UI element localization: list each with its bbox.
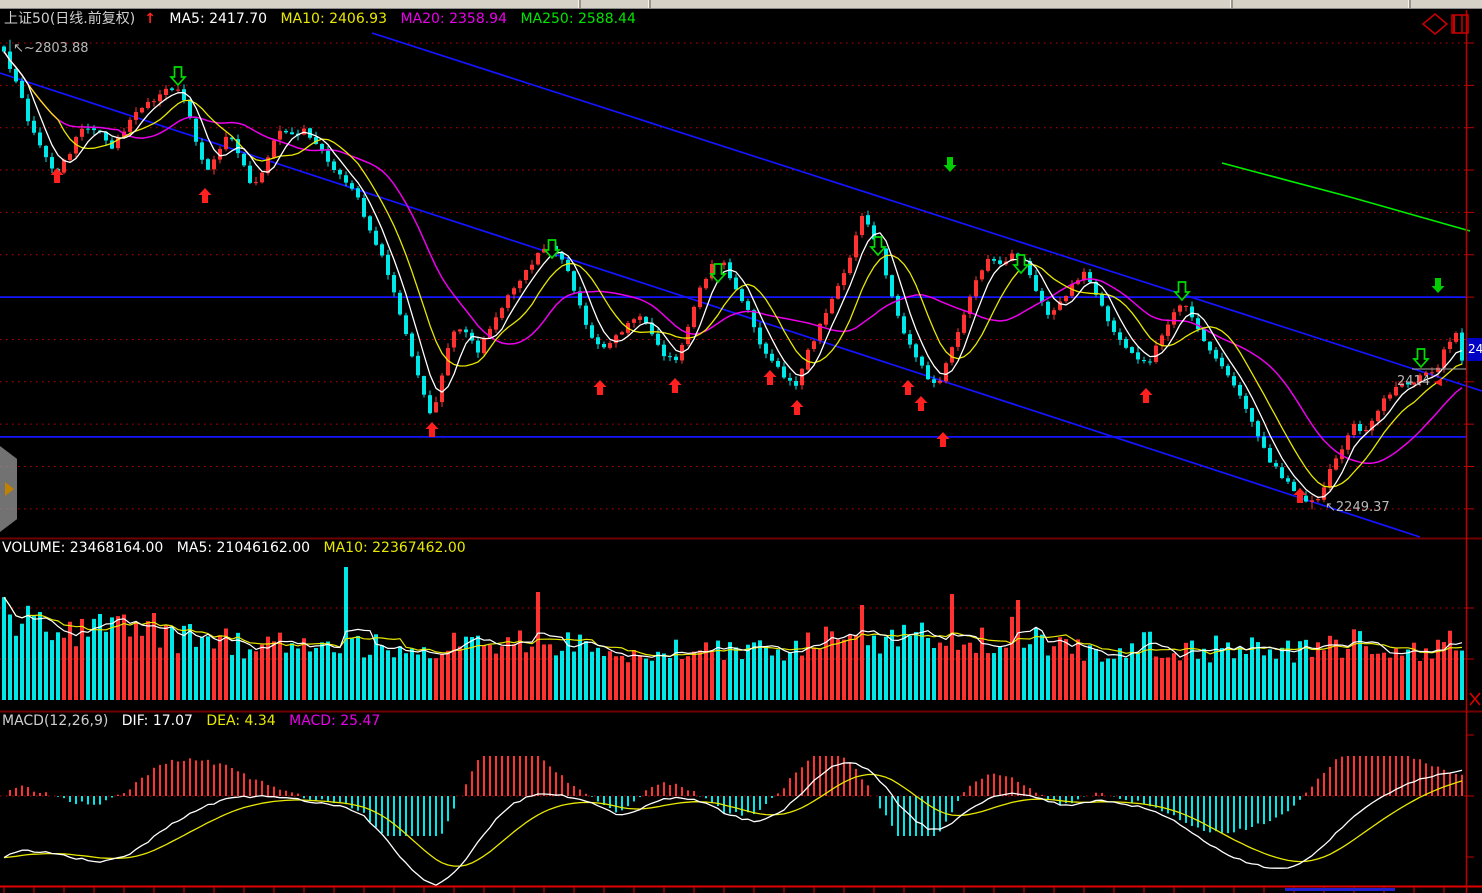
low-arrow-icon: ↖ (1325, 500, 1336, 515)
volume-pane-header: VOLUME: 23468164.00 MA5: 21046162.00 MA1… (2, 540, 475, 557)
low-price-label: 2249.37 (1335, 500, 1390, 515)
buy-signal-arrow (1293, 488, 1307, 503)
sell-signal-arrow (869, 236, 887, 257)
macd-name: MACD(12,26,9) (2, 713, 109, 729)
toolbar-separator (1408, 0, 1411, 8)
high-price-marker: ↖~2803.88 (13, 40, 89, 57)
ma250-value: MA250: 2588.44 (520, 11, 636, 27)
macd-pane-header: MACD(12,26,9) DIF: 17.07 DEA: 4.34 MACD:… (2, 713, 389, 730)
page-title: 上证50(日线.前复权) (4, 11, 136, 27)
diamond-tool-icon[interactable] (1421, 13, 1449, 35)
buy-signal-arrow (914, 396, 928, 411)
last-price-marker: 2414 ◀ (1397, 373, 1442, 391)
last-price-label: 2414 (1397, 374, 1431, 389)
sell-signal-arrow (1012, 254, 1030, 275)
down-annotation-arrow (1431, 278, 1445, 293)
ma5-value: MA5: 2417.70 (169, 11, 268, 27)
sell-signal-arrow (1412, 348, 1430, 369)
ma10-value: MA10: 2406.93 (280, 11, 387, 27)
buy-signal-arrow (1139, 388, 1153, 403)
high-arrow-icon: ↖ (13, 41, 24, 56)
main-chart-header: 上证50(日线.前复权) ↑ MA5: 2417.70 MA10: 2406.93… (4, 11, 645, 28)
buy-signal-arrow (936, 432, 950, 447)
buy-signal-arrow (593, 380, 607, 395)
sell-signal-arrow (543, 239, 561, 260)
volume-value: VOLUME: 23468164.00 (2, 540, 164, 556)
ma20-value: MA20: 2358.94 (400, 11, 507, 27)
buy-signal-arrow (50, 168, 64, 183)
split-window-icon[interactable] (1451, 14, 1469, 34)
volume-ma10-value: MA10: 22367462.00 (323, 540, 466, 556)
down-annotation-arrow (943, 157, 957, 172)
buy-signal-arrow (790, 400, 804, 415)
buy-signal-arrow (901, 380, 915, 395)
buy-signal-arrow (198, 188, 212, 203)
macd-dea-value: DEA: 4.34 (206, 713, 276, 729)
volume-ma5-value: MA5: 21046162.00 (176, 540, 311, 556)
macd-dif-value: DIF: 17.07 (121, 713, 193, 729)
toolbar-separator (648, 0, 651, 8)
close-indicator-icon[interactable] (1469, 692, 1481, 706)
toolbar-separator (1230, 0, 1233, 8)
sell-signal-arrow (709, 263, 727, 284)
last-price-arrow-icon: ◀ (1434, 377, 1442, 388)
sell-signal-arrow (1173, 281, 1191, 302)
expand-panel-arrow-icon (5, 482, 14, 496)
axis-price-box: 2421 (1467, 338, 1482, 361)
buy-signal-arrow (425, 422, 439, 437)
sell-signal-arrow (169, 66, 187, 87)
high-price-label: ~2803.88 (23, 41, 89, 56)
buy-signal-arrow (763, 370, 777, 385)
top-toolbar-strip (0, 0, 1482, 9)
low-price-marker: ↖2249.37 (1325, 499, 1390, 516)
macd-value: MACD: 25.47 (289, 713, 381, 729)
buy-signal-arrow (668, 378, 682, 393)
up-arrow-icon: ↑ (144, 11, 156, 27)
slide-panel-handle[interactable] (0, 446, 17, 532)
toolbar-separator (578, 0, 581, 8)
